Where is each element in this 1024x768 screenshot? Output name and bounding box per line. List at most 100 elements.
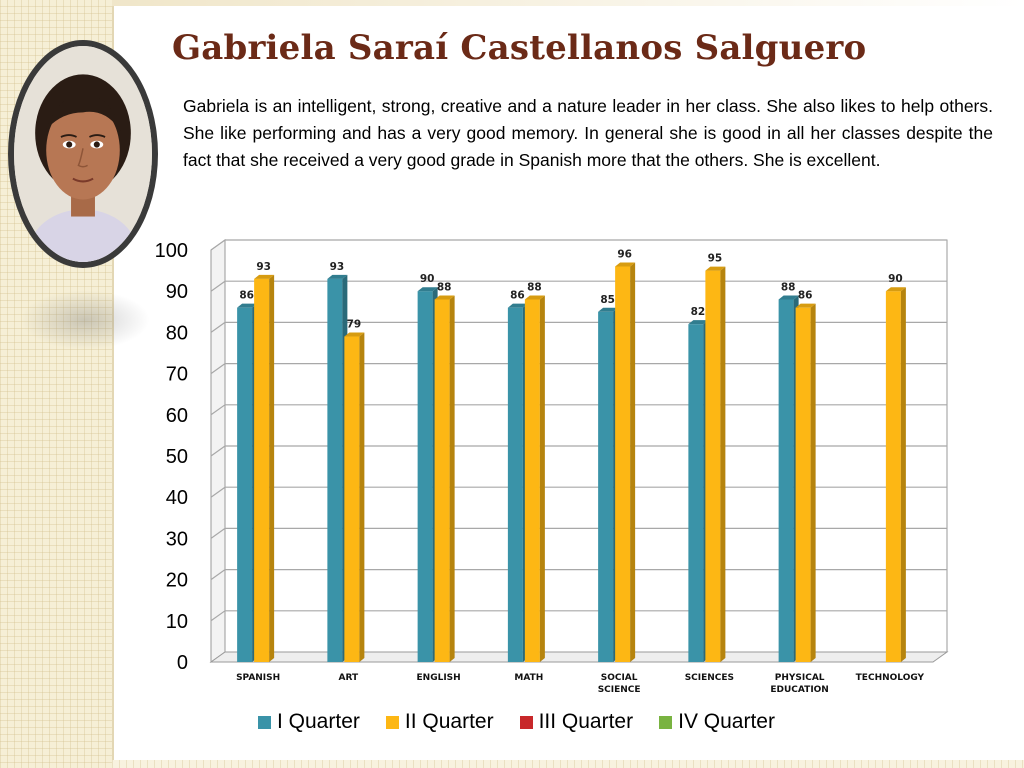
bar-top bbox=[598, 307, 619, 312]
bar-front bbox=[254, 278, 270, 662]
bar-side bbox=[359, 332, 365, 662]
x-tick-label: SPANISH bbox=[236, 673, 280, 683]
data-label: 88 bbox=[527, 281, 542, 293]
x-tick-label: SOCIAL bbox=[601, 673, 638, 683]
data-label: 86 bbox=[510, 290, 525, 302]
bar-side bbox=[630, 262, 636, 662]
bar-ii-quarter: 96 bbox=[615, 248, 636, 662]
bar-side bbox=[449, 295, 455, 662]
bar-front bbox=[507, 307, 523, 662]
legend-item: II Quarter bbox=[385, 710, 494, 734]
bar-side bbox=[539, 295, 545, 662]
grades-chart: 0 10 20 30 40 50 60 70 80 90 100 SPANISH 86 93 ART 93 79… bbox=[155, 239, 949, 695]
legend-item: III Quarter bbox=[519, 710, 634, 734]
gridline bbox=[210, 239, 947, 251]
legend-swatch bbox=[385, 715, 399, 729]
legend-swatch bbox=[258, 715, 271, 729]
bar-top bbox=[795, 303, 816, 308]
data-label: 90 bbox=[888, 273, 903, 285]
y-tick-label: 100 bbox=[155, 240, 188, 262]
legend-swatch bbox=[659, 715, 673, 729]
bar-ii-quarter: 95 bbox=[705, 253, 726, 662]
bar-front bbox=[434, 299, 450, 662]
bar-side bbox=[720, 266, 726, 662]
bar-side bbox=[269, 274, 275, 662]
legend-swatch bbox=[519, 715, 533, 729]
bar-top bbox=[254, 274, 275, 279]
x-tick-label: TECHNOLOGY bbox=[856, 673, 925, 683]
bar-top bbox=[434, 295, 455, 300]
y-tick-label: 30 bbox=[166, 528, 188, 550]
bar-top bbox=[327, 274, 348, 279]
y-tick-label: 20 bbox=[166, 570, 188, 592]
bar-top bbox=[778, 295, 799, 300]
decor-shadow bbox=[20, 290, 150, 350]
bar-front bbox=[688, 324, 704, 662]
data-label: 88 bbox=[781, 281, 796, 293]
bar-top bbox=[688, 320, 709, 325]
data-label: 86 bbox=[239, 290, 254, 302]
bar-top bbox=[705, 266, 726, 271]
bar-ii-quarter: 86 bbox=[795, 290, 816, 662]
data-label: 79 bbox=[347, 319, 362, 331]
student-portrait bbox=[8, 40, 158, 268]
x-tick-label: ART bbox=[339, 673, 359, 683]
y-tick-label: 60 bbox=[166, 405, 188, 427]
data-label: 95 bbox=[708, 253, 723, 265]
bottom-decor-line bbox=[112, 760, 1024, 768]
chart-legend: I Quarter II Quarter III Quarter IV Quarter bbox=[258, 710, 775, 734]
y-tick-label: 0 bbox=[177, 652, 188, 674]
bar-top bbox=[524, 295, 545, 300]
bar-ii-quarter: 79 bbox=[344, 319, 365, 662]
x-tick-label: EDUCATION bbox=[770, 685, 828, 695]
x-tick-label: MATH bbox=[514, 673, 543, 683]
legend-item: I Quarter bbox=[258, 710, 360, 734]
bar-front bbox=[344, 336, 360, 662]
bar-front bbox=[778, 299, 794, 662]
x-tick-label: PHYSICAL bbox=[775, 673, 825, 683]
bar-front bbox=[705, 270, 721, 662]
bar-front bbox=[615, 266, 631, 662]
y-tick-label: 90 bbox=[166, 281, 188, 303]
legend-label: III Quarter bbox=[538, 710, 634, 733]
bar-front bbox=[524, 299, 540, 662]
data-label: 85 bbox=[600, 294, 615, 306]
bar-front bbox=[795, 307, 811, 662]
y-tick-label: 80 bbox=[166, 322, 188, 344]
y-tick-label: 10 bbox=[166, 611, 188, 633]
bar-top bbox=[507, 303, 528, 308]
data-label: 86 bbox=[798, 290, 813, 302]
bar-ii-quarter: 88 bbox=[524, 281, 545, 662]
legend-label: II Quarter bbox=[404, 710, 494, 733]
bar-side bbox=[810, 303, 816, 662]
data-label: 88 bbox=[437, 281, 452, 293]
y-tick-label: 50 bbox=[166, 446, 188, 468]
portrait-photo bbox=[14, 46, 152, 262]
x-tick-label: SCIENCES bbox=[685, 673, 734, 683]
bar-top bbox=[885, 287, 906, 292]
y-tick-label: 70 bbox=[166, 364, 188, 386]
bar-top bbox=[615, 262, 636, 267]
x-tick-label: SCIENCE bbox=[598, 685, 641, 695]
bar-front bbox=[598, 311, 614, 662]
bar-top bbox=[237, 303, 258, 308]
legend-label: I Quarter bbox=[277, 710, 360, 733]
legend-item: IV Quarter bbox=[659, 710, 775, 734]
data-label: 82 bbox=[691, 306, 706, 318]
top-decor-line bbox=[112, 0, 1024, 6]
bar-ii-quarter: 93 bbox=[254, 261, 275, 662]
bar-side bbox=[900, 287, 906, 662]
bar-top bbox=[344, 332, 365, 337]
y-tick-label: 40 bbox=[166, 487, 188, 509]
legend-label: IV Quarter bbox=[678, 710, 775, 733]
student-description: Gabriela is an intelligent, strong, crea… bbox=[183, 96, 993, 170]
plot-floor bbox=[209, 651, 949, 663]
bar-top bbox=[417, 287, 438, 292]
bar-ii-quarter: 88 bbox=[434, 281, 455, 662]
data-label: 90 bbox=[420, 273, 435, 285]
bar-front bbox=[885, 291, 901, 662]
bar-front bbox=[417, 291, 433, 662]
data-label: 96 bbox=[617, 248, 632, 260]
data-label: 93 bbox=[330, 261, 345, 273]
bar-front bbox=[327, 278, 343, 662]
